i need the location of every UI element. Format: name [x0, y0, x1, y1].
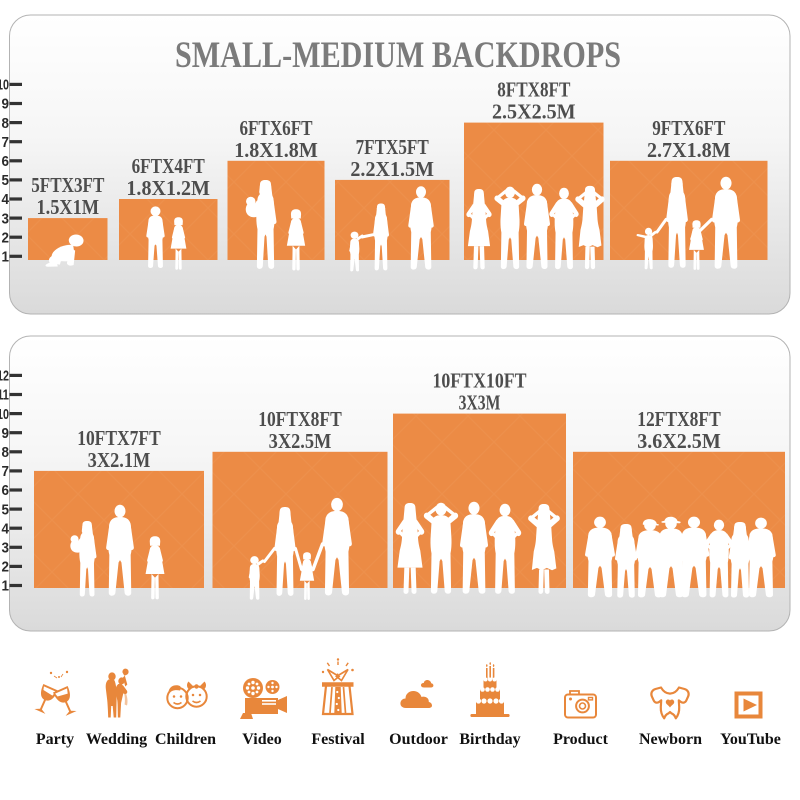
svg-text:Party: Party	[36, 731, 74, 748]
svg-text:10FTX8FT: 10FTX8FT	[258, 407, 342, 431]
svg-text:6FTX6FT: 6FTX6FT	[239, 116, 312, 140]
svg-text:2: 2	[2, 559, 10, 576]
svg-text:3: 3	[2, 540, 10, 557]
svg-text:4: 4	[2, 191, 10, 208]
svg-text:2.2X1.5M: 2.2X1.5M	[350, 157, 434, 181]
svg-text:1.8X1.2M: 1.8X1.2M	[126, 176, 210, 200]
svg-text:10FTX7FT: 10FTX7FT	[77, 426, 161, 450]
svg-text:12FTX8FT: 12FTX8FT	[637, 407, 721, 431]
svg-text:5: 5	[2, 172, 10, 189]
svg-text:Festival: Festival	[311, 731, 365, 748]
svg-text:Outdoor: Outdoor	[389, 731, 448, 748]
svg-text:3X3M: 3X3M	[459, 391, 501, 415]
svg-text:6: 6	[2, 482, 10, 499]
svg-text:1.5X1M: 1.5X1M	[36, 195, 99, 219]
svg-text:Newborn: Newborn	[639, 731, 702, 748]
svg-text:2.7X1.8M: 2.7X1.8M	[647, 138, 731, 162]
svg-text:5FTX3FT: 5FTX3FT	[31, 173, 104, 197]
svg-text:9: 9	[2, 96, 10, 113]
svg-text:10: 10	[0, 77, 9, 94]
svg-text:7: 7	[2, 134, 10, 151]
svg-text:YouTube: YouTube	[720, 731, 781, 748]
svg-text:3: 3	[2, 210, 10, 227]
svg-text:12: 12	[0, 368, 9, 385]
svg-text:Product: Product	[553, 731, 608, 748]
svg-text:10: 10	[0, 406, 9, 423]
svg-text:9: 9	[2, 425, 10, 442]
svg-text:3X2.1M: 3X2.1M	[88, 448, 151, 472]
svg-text:Children: Children	[155, 731, 216, 748]
svg-text:10FTX10FT: 10FTX10FT	[433, 369, 527, 393]
svg-text:8FTX8FT: 8FTX8FT	[497, 78, 570, 102]
svg-text:11: 11	[0, 387, 9, 404]
svg-text:2: 2	[2, 229, 10, 246]
svg-text:8: 8	[2, 444, 10, 461]
svg-text:SMALL-MEDIUM BACKDROPS: SMALL-MEDIUM BACKDROPS	[175, 35, 621, 76]
svg-text:3.6X2.5M: 3.6X2.5M	[637, 429, 721, 453]
svg-text:5: 5	[2, 501, 10, 518]
svg-text:3X2.5M: 3X2.5M	[269, 429, 332, 453]
svg-text:8: 8	[2, 115, 10, 132]
svg-text:7: 7	[2, 463, 10, 480]
svg-text:6FTX4FT: 6FTX4FT	[132, 154, 205, 178]
svg-text:1: 1	[2, 578, 10, 595]
svg-text:9FTX6FT: 9FTX6FT	[652, 116, 725, 140]
svg-text:1: 1	[2, 249, 10, 266]
svg-text:1.8X1.8M: 1.8X1.8M	[234, 138, 318, 162]
svg-text:Wedding: Wedding	[86, 731, 147, 748]
svg-text:4: 4	[2, 520, 10, 537]
svg-text:Birthday: Birthday	[459, 731, 520, 748]
svg-text:Video: Video	[242, 731, 281, 748]
svg-text:7FTX5FT: 7FTX5FT	[356, 135, 429, 159]
svg-text:6: 6	[2, 153, 10, 170]
svg-text:2.5X2.5M: 2.5X2.5M	[492, 100, 576, 124]
